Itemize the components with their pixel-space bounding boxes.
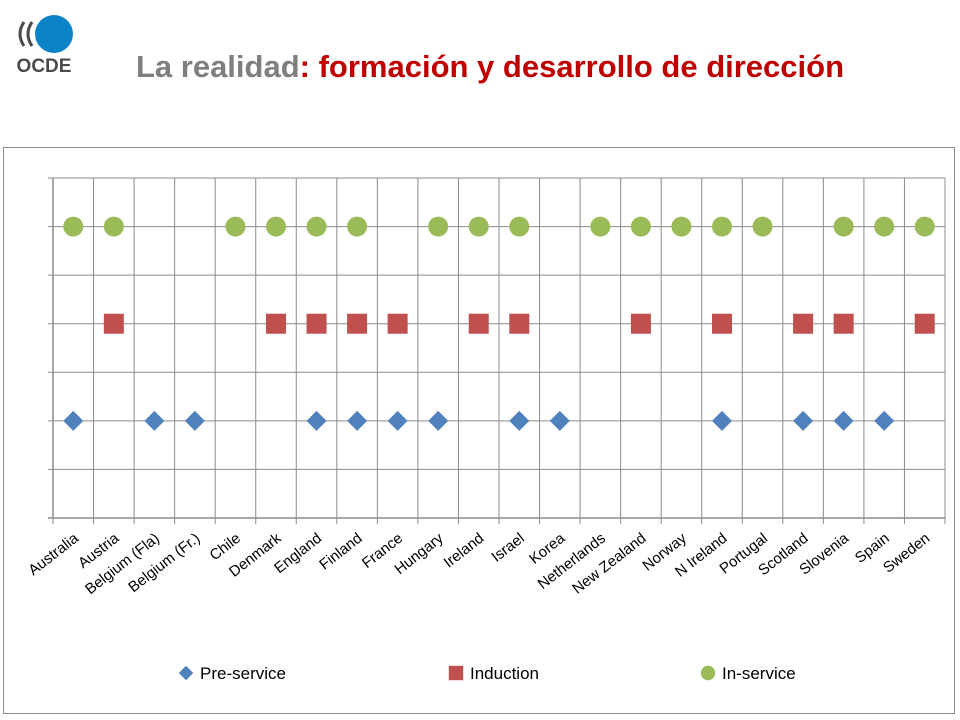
logo-text: OCDE xyxy=(17,56,72,77)
category-label: Australia xyxy=(25,529,82,579)
point-diamond xyxy=(833,410,854,431)
point-diamond xyxy=(306,410,327,431)
point-circle xyxy=(914,216,935,237)
point-circle xyxy=(347,216,368,237)
point-circle xyxy=(306,216,327,237)
legend-marker-square xyxy=(448,665,464,681)
point-diamond xyxy=(428,410,449,431)
title-highlight: La realidad xyxy=(135,49,300,84)
point-square xyxy=(387,313,408,334)
point-diamond xyxy=(347,410,368,431)
point-diamond xyxy=(387,410,408,431)
point-circle xyxy=(225,216,246,237)
point-circle xyxy=(671,216,692,237)
point-square xyxy=(712,313,732,334)
logo-globe-icon xyxy=(35,15,73,53)
legend-label: Pre-service xyxy=(200,664,286,683)
point-circle xyxy=(63,216,84,237)
point-circle xyxy=(712,216,732,237)
point-circle xyxy=(874,216,895,237)
legend-label: Induction xyxy=(470,664,539,683)
point-diamond xyxy=(184,410,205,431)
point-diamond xyxy=(509,410,530,431)
category-label: Israel xyxy=(488,530,527,566)
legend: Pre-service Induction In-service xyxy=(178,664,796,683)
chart-frame xyxy=(3,147,955,714)
point-square xyxy=(266,313,286,334)
category-label: Finland xyxy=(316,530,365,574)
point-square xyxy=(103,313,124,334)
chart-marks xyxy=(63,216,935,431)
point-circle xyxy=(266,216,286,237)
point-circle xyxy=(103,216,124,237)
point-square xyxy=(468,313,489,334)
point-circle xyxy=(428,216,449,237)
point-square xyxy=(306,313,327,334)
category-label: Ireland xyxy=(441,530,488,572)
point-square xyxy=(914,313,935,334)
point-square xyxy=(833,313,854,334)
point-square xyxy=(509,313,530,334)
title-rest: : formación y desarrollo de dirección xyxy=(299,49,845,84)
page-title: La realidad: formación y desarrollo de d… xyxy=(80,46,900,88)
point-square xyxy=(630,313,651,334)
point-diamond xyxy=(144,410,165,431)
point-diamond xyxy=(712,410,732,431)
point-square xyxy=(347,313,368,334)
point-diamond xyxy=(874,410,895,431)
category-label: Sweden xyxy=(880,530,933,577)
chart-grid xyxy=(48,177,946,524)
legend-label: In-service xyxy=(722,664,796,683)
point-square xyxy=(793,313,814,334)
legend-marker-diamond xyxy=(178,665,194,681)
point-circle xyxy=(630,216,651,237)
point-diamond xyxy=(549,410,570,431)
point-diamond xyxy=(63,410,84,431)
ocde-logo: OCDE xyxy=(8,10,80,80)
point-circle xyxy=(509,216,530,237)
point-circle xyxy=(752,216,773,237)
point-circle xyxy=(468,216,489,237)
legend-marker-circle xyxy=(700,665,716,681)
point-circle xyxy=(590,216,611,237)
point-diamond xyxy=(793,410,814,431)
logo-arcs-icon xyxy=(18,21,34,47)
point-circle xyxy=(833,216,854,237)
